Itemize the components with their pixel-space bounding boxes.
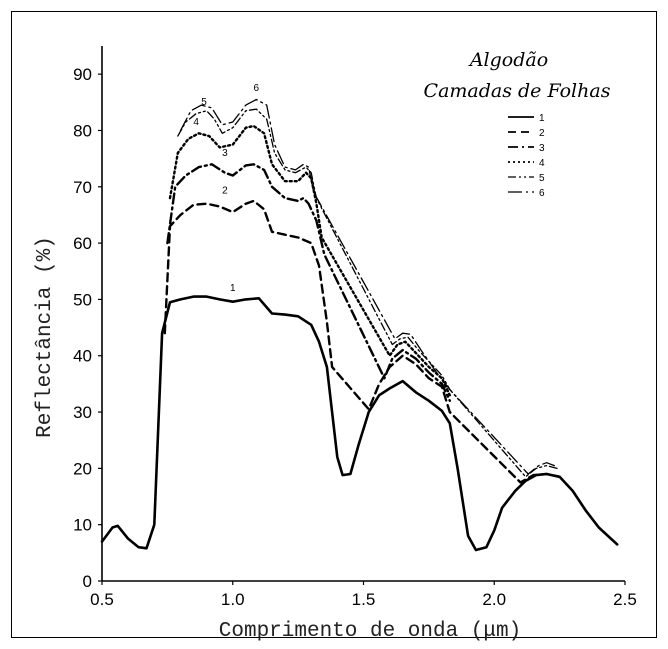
series-line-4 [168,124,451,397]
legend-label-2: 2 [539,128,545,139]
series-label-4: 4 [193,117,199,128]
legend-label-3: 3 [539,143,545,154]
legend-title-line-1: Algodão [468,49,548,71]
legend-label-1: 1 [539,113,545,124]
y-tick-label: 70 [73,178,92,197]
x-tick-label: 1.0 [221,590,245,609]
y-tick-label: 90 [73,65,92,84]
legend-label-5: 5 [539,173,545,184]
series-line-2 [163,199,561,484]
y-axis-label: Reflectância (%) [34,236,57,438]
series-label-6: 6 [254,83,260,94]
series-line-1 [100,295,619,552]
y-tick-label: 40 [73,347,92,366]
series-label-5: 5 [201,97,207,108]
legend-title-line-2: Camadas de Folhas [424,80,611,102]
series-label-2: 2 [222,186,228,197]
plot-axes [98,46,626,585]
x-tick-label: 2.0 [482,590,506,609]
x-axis-label: Comprimento de onda (μm) [219,620,521,643]
series-line-3 [166,163,451,402]
y-tick-label: 80 [73,121,92,140]
y-tick-label: 30 [73,403,92,422]
series-lines [100,98,619,552]
y-tick-label: 60 [73,234,92,253]
x-tick-label: 2.5 [613,590,637,609]
legend: Algodão Camadas de Folhas 1 2 3 4 5 6 [424,49,611,199]
legend-label-4: 4 [539,158,545,169]
chart-frame [11,11,657,638]
x-tick-label: 1.5 [352,590,376,609]
legend-label-6: 6 [539,188,545,199]
y-tick-label: 0 [83,572,92,591]
x-tick-label: 0.5 [90,590,114,609]
series-labels: 6 54 3 2 1 [193,83,259,294]
series-label-3: 3 [222,148,228,159]
y-tick-label: 20 [73,459,92,478]
series-label-1: 1 [230,283,236,294]
y-tick-label: 10 [73,516,92,535]
y-tick-label: 50 [73,290,92,309]
tick-labels: 0 10 20 30 40 50 60 70 80 90 0.5 1.0 1.5 2.0 2.5 [73,65,637,609]
